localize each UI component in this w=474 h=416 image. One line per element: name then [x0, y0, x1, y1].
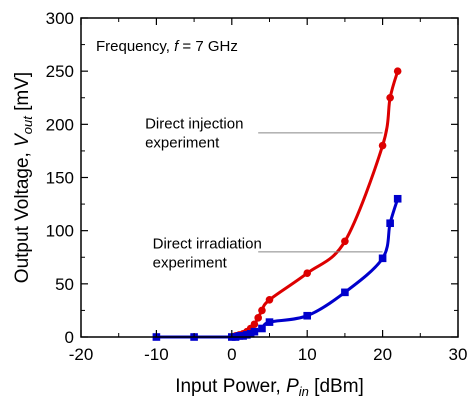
x-tick-label: 0: [227, 345, 236, 364]
point-series-0: [393, 67, 402, 75]
series-curves: [154, 69, 400, 339]
point-series-1: [250, 327, 259, 336]
y-tick-label: 50: [55, 275, 74, 294]
point-series-0: [258, 306, 266, 315]
axis-ticks: [80, 17, 459, 338]
y-tick-label: 250: [46, 62, 74, 81]
point-series-0: [386, 93, 394, 102]
point-series-1: [378, 254, 387, 263]
series-line-0: [234, 69, 400, 338]
series-annotations: Direct injection experiment Direct irrad…: [145, 116, 383, 272]
point-series-0: [303, 269, 312, 278]
y-tick-label: 150: [46, 169, 74, 188]
x-tick-label: -20: [69, 345, 94, 364]
plot-frame: [80, 17, 459, 338]
frequency-label: Frequency, f = 7 GHz: [96, 38, 238, 55]
point-series-0: [250, 320, 259, 329]
point-series-1: [386, 219, 394, 228]
y-tick-label: 0: [65, 328, 74, 347]
series-label-direct-injection-line2: experiment: [145, 135, 220, 152]
x-tick-label: 20: [373, 345, 392, 364]
series-label-direct-irradiation-line2: experiment: [153, 255, 228, 272]
x-tick-label: 30: [449, 345, 468, 364]
y-tick-label: 100: [46, 222, 74, 241]
point-series-1: [393, 194, 402, 203]
y-axis-title: Output Voltage, Vout [mV]: [12, 72, 35, 283]
y-tick-label: 300: [46, 9, 74, 28]
point-series-1: [341, 288, 349, 297]
point-series-0: [254, 314, 262, 322]
point-series-1: [265, 318, 274, 326]
point-series-0: [341, 237, 349, 246]
point-series-0: [265, 295, 274, 304]
point-series-1: [303, 311, 311, 320]
point-series-1: [258, 324, 266, 333]
series-markers: [152, 67, 402, 341]
x-axis-title: Input Power, Pin [dBm]: [175, 376, 364, 399]
x-tick-label: 10: [298, 345, 317, 364]
x-tick-label: -10: [144, 345, 169, 364]
series-label-direct-injection: Direct injection: [145, 116, 243, 133]
series-label-direct-irradiation: Direct irradiation: [153, 236, 262, 253]
point-series-0: [378, 141, 387, 150]
y-tick-label: 200: [46, 115, 74, 134]
